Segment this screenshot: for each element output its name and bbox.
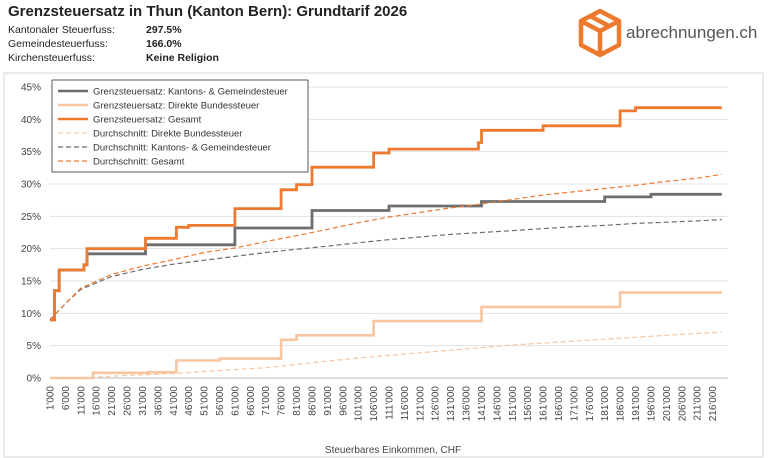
x-tick-label: 166'000	[554, 386, 565, 422]
series-line	[49, 219, 722, 321]
legend-label: Grenzsteuersatz: Gesamt	[93, 115, 202, 126]
marginal-tax-chart: 0%5%10%15%20%25%30%35%40%45% 1'000 6'000 1…	[3, 72, 764, 458]
param-label: Kantonaler Steuerfuss:	[8, 24, 115, 36]
legend-box	[51, 79, 309, 173]
x-tick-label: 186'000	[616, 386, 627, 422]
x-tick-label: 141'000	[477, 386, 488, 422]
param-label: Gemeindesteuerfuss:	[8, 38, 108, 50]
y-tick-label: 25%	[21, 212, 41, 223]
y-tick-label: 10%	[21, 309, 41, 320]
legend-label: Durchschnitt: Gesamt	[93, 157, 185, 168]
x-tick-label: 31'000	[138, 386, 149, 416]
series-line	[50, 291, 722, 380]
y-tick-label: 5%	[27, 341, 42, 352]
x-tick-label: 121'000	[415, 386, 426, 422]
series-line	[49, 173, 722, 321]
param-label: Kirchensteuerfuss:	[8, 52, 95, 64]
x-tick-label: 136'000	[462, 386, 473, 422]
x-tick-label: 51'000	[200, 386, 211, 416]
x-tick-label: 11'000	[76, 386, 87, 415]
x-tick-label: 206'000	[677, 386, 688, 422]
x-tick-label: 96'000	[338, 386, 349, 416]
x-tick-label: 151'000	[508, 386, 519, 422]
brand-name: abrechnungen.ch	[626, 23, 758, 42]
x-tick-label: 126'000	[431, 386, 442, 422]
x-tick-label: 66'000	[246, 386, 257, 416]
x-tick-label: 181'000	[600, 386, 611, 422]
x-tick-label: 176'000	[585, 386, 596, 422]
y-axis-ticks: 0% 5% 10% 15% 20% 25% 30% 35% 40% 45%	[21, 83, 41, 385]
y-tick-label: 15%	[21, 277, 41, 288]
x-tick-label: 16'000	[92, 386, 103, 416]
x-axis-ticks: 1'000 6'000 11'000 16'000 21'000 26'000 31'000…	[46, 386, 720, 422]
param-value: 166.0%	[146, 38, 182, 50]
x-tick-label: 156'000	[523, 386, 534, 422]
x-tick-label: 26'000	[123, 386, 134, 416]
tax-parameters: Kantonaler Steuerfuss: 297.5% Gemeindest…	[8, 23, 219, 65]
series-line	[50, 106, 722, 322]
x-tick-label: 81'000	[292, 386, 303, 416]
x-tick-label: 106'000	[369, 386, 380, 422]
legend-label: Durchschnitt: Direkte Bundessteuer	[93, 129, 242, 140]
x-axis-label: Steuerbares Einkommen, CHF	[325, 445, 461, 456]
x-tick-label: 41'000	[169, 386, 180, 416]
chart-frame	[3, 72, 764, 458]
x-tick-label: 71'000	[261, 386, 272, 416]
x-tick-label: 21'000	[107, 386, 118, 416]
y-tick-label: 40%	[21, 115, 41, 126]
y-tick-label: 30%	[21, 180, 41, 191]
x-tick-label: 86'000	[307, 386, 318, 416]
x-tick-label: 36'000	[153, 386, 164, 416]
param-row: Kirchensteuerfuss: Keine Religion	[8, 51, 219, 65]
brand-logo: abrechnungen.ch	[578, 8, 757, 58]
param-row: Gemeindesteuerfuss: 166.0%	[8, 37, 219, 51]
param-value: 297.5%	[146, 24, 182, 36]
series-line	[49, 331, 722, 379]
param-row: Kantonaler Steuerfuss: 297.5%	[8, 23, 219, 37]
y-tick-label: 20%	[21, 244, 41, 255]
param-value: Keine Religion	[146, 52, 219, 64]
legend-label: Grenzsteuersatz: Direkte Bundessteuer	[93, 101, 259, 112]
x-tick-label: 196'000	[646, 386, 657, 422]
series-lines	[49, 106, 722, 380]
x-tick-label: 161'000	[539, 386, 550, 422]
x-tick-label: 56'000	[215, 386, 226, 416]
x-tick-label: 171'000	[569, 386, 580, 422]
x-tick-label: 111'000	[385, 386, 396, 420]
legend-label: Grenzsteuersatz: Kantons- & Gemeindesteu…	[93, 87, 288, 98]
x-tick-label: 61'000	[230, 386, 241, 416]
x-tick-label: 46'000	[184, 386, 195, 416]
x-tick-label: 101'000	[354, 386, 365, 422]
x-tick-label: 216'000	[708, 386, 719, 422]
x-tick-label: 1'000	[46, 386, 57, 411]
x-tick-label: 191'000	[631, 386, 642, 422]
cube-icon	[578, 8, 622, 58]
chart-title: Grenzsteuersatz in Thun (Kanton Bern): G…	[8, 3, 408, 20]
x-tick-label: 116'000	[400, 386, 411, 421]
y-tick-label: 0%	[27, 374, 42, 385]
x-tick-label: 131'000	[446, 386, 457, 422]
legend: Grenzsteuersatz: Kantons- & Gemeindesteu…	[51, 79, 309, 173]
legend-label: Durchschnitt: Kantons- & Gemeindesteuer	[93, 143, 271, 154]
x-tick-label: 76'000	[277, 386, 288, 416]
x-tick-label: 91'000	[323, 386, 334, 416]
y-tick-label: 35%	[21, 147, 41, 158]
x-tick-label: 146'000	[492, 386, 503, 422]
x-tick-label: 211'000	[693, 386, 704, 421]
x-tick-label: 6'000	[61, 386, 72, 411]
x-tick-label: 201'000	[662, 386, 673, 422]
y-tick-label: 45%	[21, 83, 41, 94]
